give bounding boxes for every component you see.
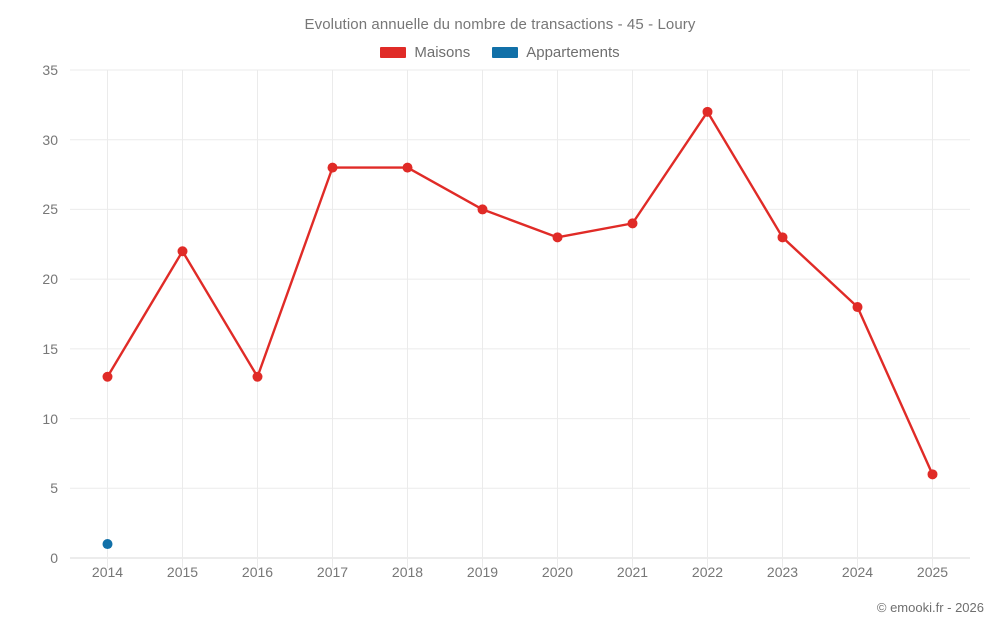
- legend-item-appartements[interactable]: Appartements: [492, 44, 620, 61]
- data-point[interactable]: [102, 371, 113, 382]
- legend-label-appartements: Appartements: [526, 44, 620, 61]
- grid-lines: [70, 69, 970, 568]
- chart-plot-svg: [70, 69, 970, 568]
- legend-item-maisons[interactable]: Maisons: [380, 44, 470, 61]
- series-maisons: [102, 106, 938, 480]
- data-point[interactable]: [627, 218, 638, 229]
- data-point[interactable]: [777, 232, 788, 243]
- y-axis-tick-labels: 0 5 10 15 20 25 30 35: [0, 62, 58, 566]
- data-point[interactable]: [177, 246, 188, 257]
- data-point[interactable]: [102, 539, 113, 550]
- x-tick-label: 2023: [766, 564, 799, 580]
- series-line: [106, 110, 934, 476]
- x-tick-label: 2019: [466, 564, 499, 580]
- data-point[interactable]: [552, 232, 563, 243]
- x-tick-label: 2021: [616, 564, 649, 580]
- y-tick-label: 25: [42, 201, 58, 218]
- series-appartements: [102, 539, 113, 550]
- data-point[interactable]: [252, 371, 263, 382]
- data-point[interactable]: [927, 469, 938, 480]
- data-point[interactable]: [852, 302, 863, 313]
- y-tick-label: 0: [50, 550, 58, 566]
- x-tick-label: 2020: [541, 564, 574, 580]
- x-tick-label: 2018: [391, 564, 424, 580]
- legend-swatch-appartements: [492, 47, 519, 58]
- y-tick-label: 30: [42, 131, 58, 148]
- x-axis-tick-labels: 2014 2015 2016 2017 2018 2019 2020 2021 2022 2023…: [70, 564, 970, 588]
- plot-area: [70, 69, 970, 568]
- y-tick-label: 20: [42, 271, 58, 288]
- x-tick-label: 2022: [691, 564, 724, 580]
- x-tick-label: 2014: [91, 564, 124, 580]
- x-tick-label: 2017: [316, 564, 349, 580]
- data-point[interactable]: [702, 106, 713, 117]
- x-tick-label: 2016: [241, 564, 274, 580]
- legend-swatch-maisons: [380, 47, 407, 58]
- data-point[interactable]: [327, 162, 338, 173]
- y-tick-label: 5: [50, 480, 58, 497]
- y-tick-label: 15: [42, 340, 58, 357]
- data-point[interactable]: [477, 204, 488, 215]
- chart-title: Evolution annuelle du nombre de transact…: [304, 16, 696, 33]
- x-tick-label: 2015: [166, 564, 199, 580]
- x-tick-label: 2025: [916, 564, 949, 580]
- x-tick-label: 2024: [841, 564, 874, 580]
- data-point[interactable]: [402, 162, 413, 173]
- chart-legend: Maisons Appartements: [0, 44, 1000, 61]
- y-tick-label: 10: [42, 410, 58, 427]
- y-tick-label: 35: [42, 62, 58, 78]
- legend-label-maisons: Maisons: [414, 44, 471, 61]
- footer-credit: © emooki.fr - 2026: [876, 600, 984, 615]
